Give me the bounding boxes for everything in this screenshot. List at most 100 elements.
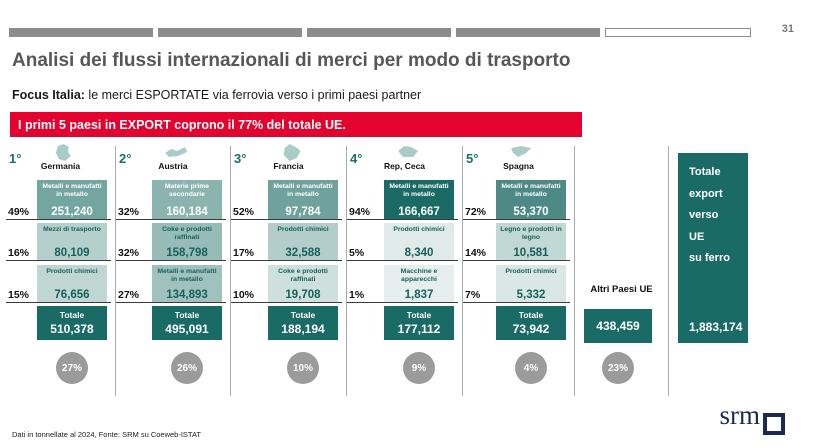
commodity-box: Metalli e manufatti in metallo 53,370 (496, 180, 566, 219)
country-column-spagna: 5° Spagna 72% Metalli e manufatti in met… (463, 146, 575, 396)
rank-label: 1° (9, 151, 22, 166)
commodity-box: Materie prime secondarie 160,184 (152, 180, 222, 219)
country-column-austria: 2° Austria 32% Materie prime secondarie … (116, 146, 231, 396)
commodity-label: Metalli e manufatti in metallo (157, 268, 217, 284)
total-label: Totale (174, 310, 200, 320)
commodity-row: 52% Metalli e manufatti in metallo 97,78… (231, 180, 342, 220)
commodity-share: 16% (8, 247, 30, 259)
export-flows-chart: 1° Germania 49% Metalli e manufatti in m… (0, 144, 818, 396)
commodity-value: 160,184 (166, 206, 208, 218)
commodity-row: 10% Coke e prodotti raffinati 19,708 (231, 265, 342, 303)
commodity-share: 15% (8, 289, 30, 301)
country-total-box: Totale 188,194 (268, 306, 338, 340)
commodity-row: 5% Prodotti chimici 8,340 (347, 223, 458, 261)
commodity-label: Prodotti chimici (46, 268, 98, 275)
commodity-value: 166,667 (398, 206, 440, 218)
progress-bar-filled (307, 28, 451, 37)
commodity-value: 1,837 (404, 289, 434, 301)
commodity-box: Prodotti chimici 32,588 (268, 223, 338, 260)
commodity-row: 15% Prodotti chimici 76,656 (6, 265, 111, 303)
progress-bar-filled (456, 28, 600, 37)
country-name: Austria (158, 161, 188, 171)
country-share-badge: 10% (287, 352, 319, 384)
highlight-banner: I primi 5 paesi in EXPORT coprono il 77%… (10, 112, 582, 137)
total-value: 510,378 (50, 322, 94, 336)
commodity-box: Legno e prodotti in legno 10,581 (496, 223, 566, 260)
totale-export-label-line: UE (689, 230, 705, 243)
commodity-value: 5,332 (516, 289, 546, 301)
country-share-badge: 9% (403, 352, 435, 384)
commodity-share: 72% (465, 206, 487, 218)
austria-map-icon (163, 144, 189, 165)
country-column-francia: 3° Francia 52% Metalli e manufatti in me… (231, 144, 347, 396)
country-total-box: Totale 495,091 (152, 306, 222, 340)
progress-bar-filled (158, 28, 302, 37)
total-value: 495,091 (165, 322, 209, 336)
commodity-box: Macchine e apparecchi 1,837 (384, 265, 454, 302)
commodity-row: 14% Legno e prodotti in legno 10,581 (463, 223, 570, 261)
commodity-label: Metalli e manufatti in metallo (389, 183, 449, 199)
totale-export-column: Totale export verso UE su ferro 1,883,17… (669, 146, 818, 396)
commodity-value: 134,893 (166, 289, 208, 301)
totale-export-value: 1,883,174 (689, 320, 743, 334)
country-name: Spagna (503, 161, 534, 171)
commodity-label: Metalli e manufatti in metallo (501, 183, 561, 199)
srm-logo-square-icon (763, 413, 785, 435)
total-label: Totale (406, 310, 432, 320)
country-column-germania: 1° Germania 49% Metalli e manufatti in m… (6, 144, 116, 396)
total-value: 177,112 (397, 322, 441, 336)
altri-paesi-ue-total-box: 438,459 (584, 309, 652, 343)
total-label: Totale (59, 310, 85, 320)
commodity-row: 72% Metalli e manufatti in metallo 53,37… (463, 180, 570, 220)
totale-export-label-line: export (689, 187, 723, 200)
subtitle-focus-label: Focus Italia: (12, 88, 85, 102)
commodity-box: Metalli e manufatti in metallo 134,893 (152, 265, 222, 302)
altri-share-badge: 23% (602, 352, 634, 384)
source-note: Dati in tonnellate al 2024, Fonte: SRM s… (12, 430, 201, 439)
country-total-box: Totale 177,112 (384, 306, 454, 340)
commodity-box: Coke e prodotti raffinati 19,708 (268, 265, 338, 302)
commodity-share: 5% (349, 247, 365, 259)
commodity-label: Mezzi di trasporto (43, 226, 101, 233)
srm-logo-text: srm (719, 400, 761, 430)
srm-logo: srm (719, 400, 785, 435)
commodity-box: Prodotti chimici 76,656 (37, 265, 107, 302)
commodity-share: 27% (118, 289, 140, 301)
commodity-value: 19,708 (285, 289, 321, 301)
page-title: Analisi dei flussi internazionali di mer… (12, 50, 571, 71)
commodity-share: 32% (118, 247, 140, 259)
commodity-value: 251,240 (51, 206, 93, 218)
commodity-row: 49% Metalli e manufatti in metallo 251,2… (6, 180, 111, 220)
commodity-box: Prodotti chimici 5,332 (496, 265, 566, 302)
commodity-share: 14% (465, 247, 487, 259)
commodity-label: Prodotti chimici (393, 226, 445, 233)
commodity-label: Legno e prodotti in legno (500, 226, 562, 242)
country-share-badge: 26% (171, 352, 203, 384)
country-column-rep-ceca: 4° Rep, Ceca 94% Metalli e manufatti in … (347, 146, 463, 396)
subtitle: Focus Italia: le merci ESPORTATE via fer… (12, 88, 421, 102)
country-total-box: Totale 73,942 (496, 306, 566, 340)
commodity-label: Macchine e apparecchi (400, 268, 438, 284)
francia-map-icon (280, 144, 302, 167)
rep-ceca-map-icon (395, 144, 421, 164)
commodity-label: Prodotti chimici (505, 268, 557, 275)
commodity-box: Metalli e manufatti in metallo 251,240 (37, 180, 107, 219)
commodity-row: 17% Prodotti chimici 32,588 (231, 223, 342, 261)
commodity-box: Prodotti chimici 8,340 (384, 223, 454, 260)
commodity-share: 32% (118, 206, 140, 218)
totale-export-label-line: verso (689, 209, 719, 221)
country-share-badge: 4% (515, 352, 547, 384)
commodity-box: Coke e prodotti raffinati 158,798 (152, 223, 222, 260)
commodity-row: 16% Mezzi di trasporto 80,109 (6, 223, 111, 261)
commodity-row: 7% Prodotti chimici 5,332 (463, 265, 570, 303)
commodity-share: 49% (8, 206, 30, 218)
commodity-value: 10,581 (513, 247, 549, 259)
commodity-box: Metalli e manufatti in metallo 97,784 (268, 180, 338, 219)
commodity-share: 10% (233, 289, 255, 301)
progress-bars (9, 28, 751, 37)
commodity-value: 32,588 (285, 247, 321, 259)
commodity-value: 76,656 (54, 289, 90, 301)
commodity-share: 17% (233, 247, 255, 259)
progress-bar-filled (9, 28, 153, 37)
